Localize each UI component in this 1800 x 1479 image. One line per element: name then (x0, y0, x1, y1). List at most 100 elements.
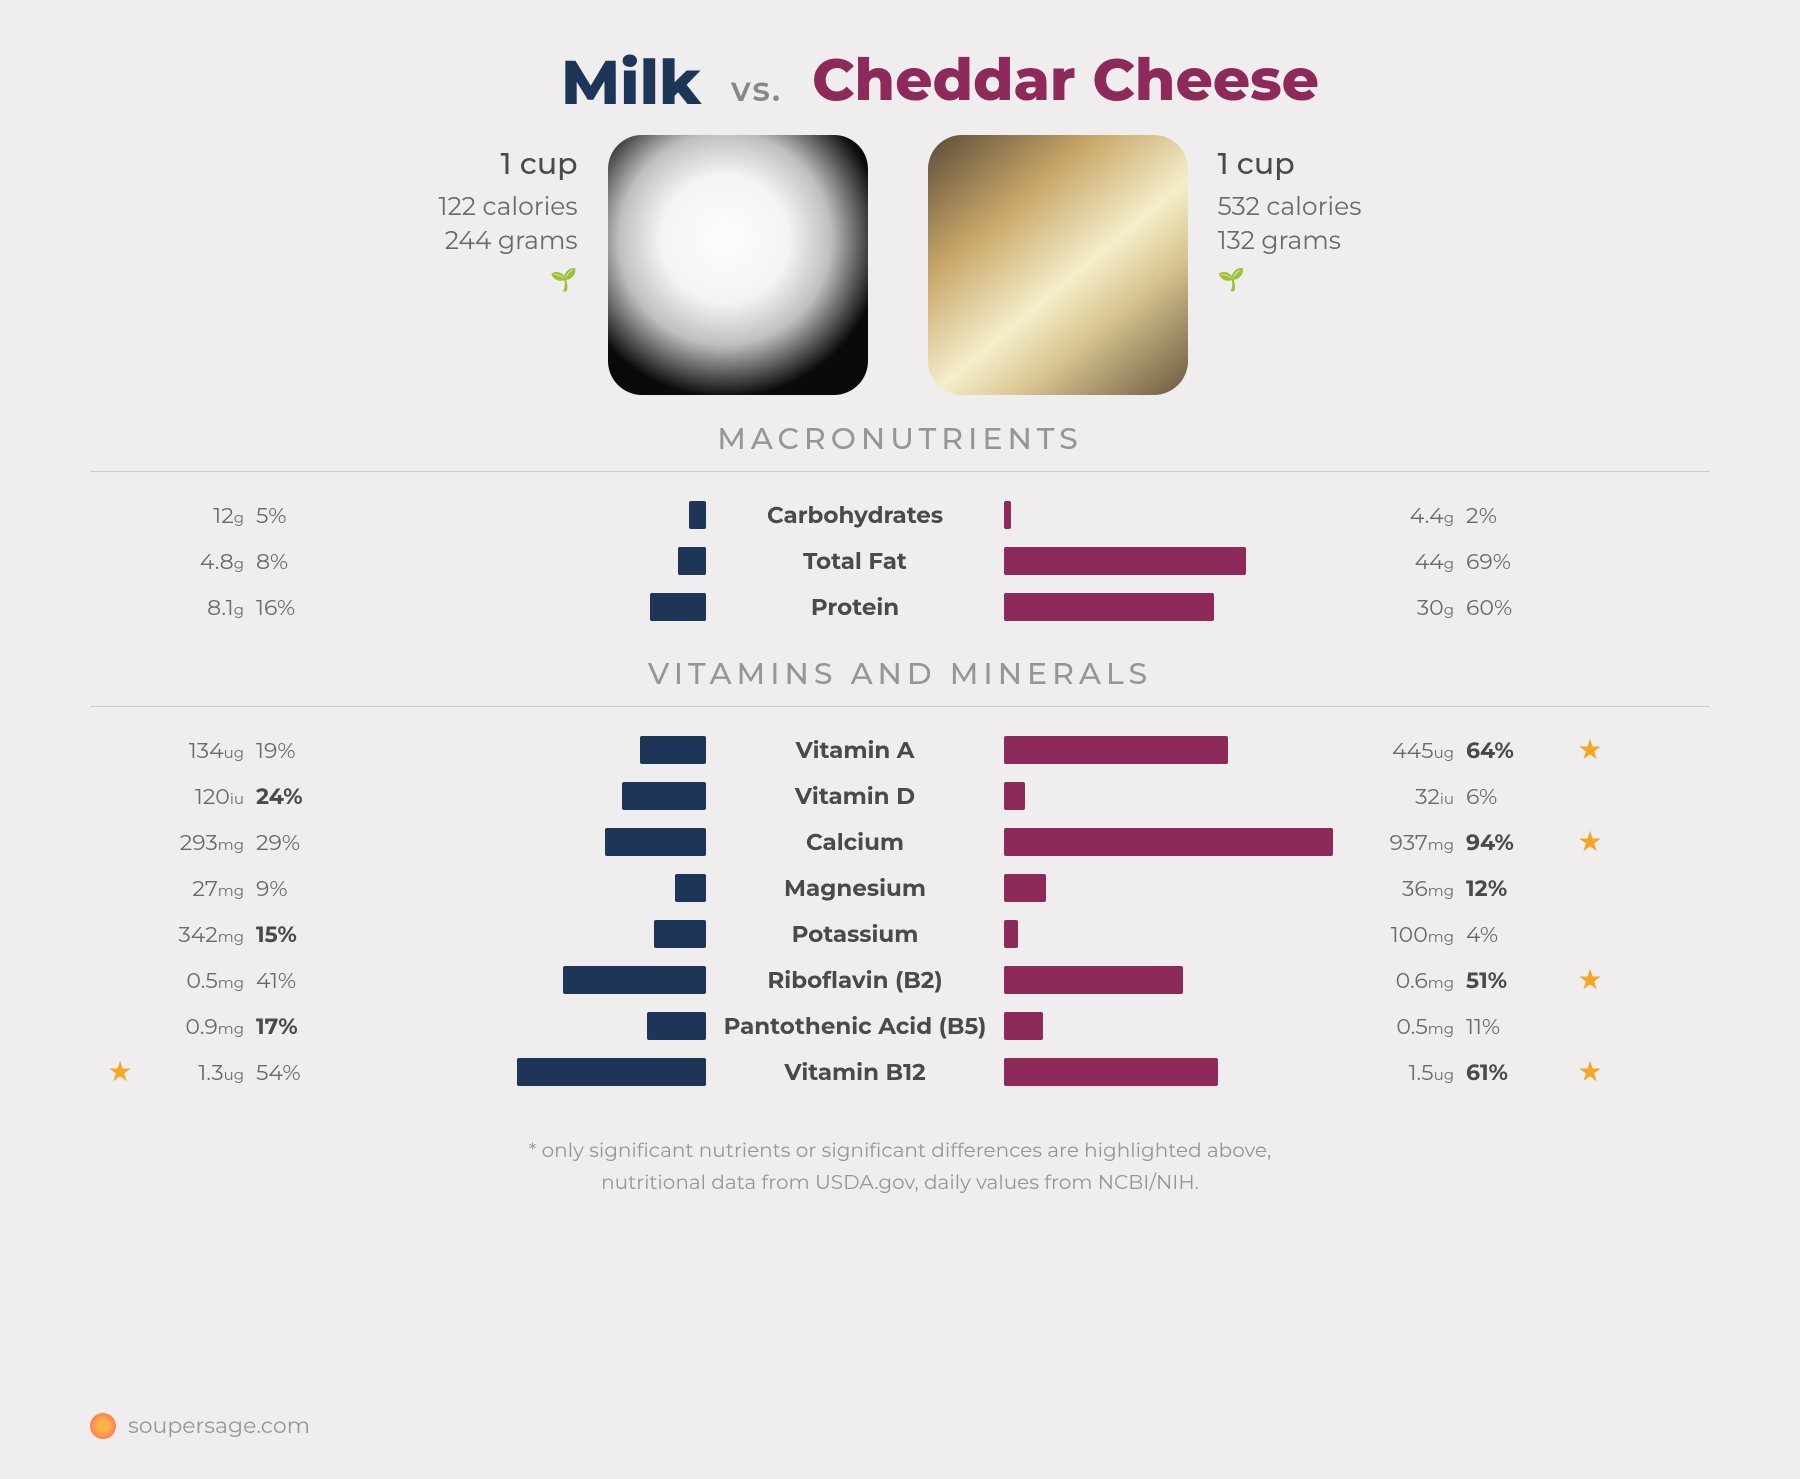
food-info-right: 1 cup 532 calories 132 grams 🌱 (1218, 135, 1362, 293)
nutrient-row: 12g5%Carbohydrates4.4g2% (90, 492, 1710, 538)
vitamins-chart: 134ug19%Vitamin A445ug64%★120iu24%Vitami… (90, 727, 1710, 1095)
bar-left (350, 874, 710, 902)
nutrient-row: 8.1g16%Protein30g60% (90, 584, 1710, 630)
bar-left (350, 966, 710, 994)
nutrient-label: Potassium (710, 920, 1000, 948)
footnote-line: * only significant nutrients or signific… (90, 1135, 1710, 1167)
percent-left: 15% (250, 921, 350, 948)
percent-left: 19% (250, 737, 350, 764)
amount-left: 0.9mg (150, 1013, 250, 1040)
comparison-title: Milk vs. Cheddar Cheese (90, 50, 1710, 115)
nutrient-label: Total Fat (710, 547, 1000, 575)
nutrient-row: 27mg9%Magnesium36mg12% (90, 865, 1710, 911)
percent-left: 41% (250, 967, 350, 994)
vs-separator: vs. (731, 68, 782, 110)
food-info-left: 1 cup 122 calories 244 grams 🌱 (439, 135, 578, 293)
percent-left: 24% (250, 783, 350, 810)
percent-left: 16% (250, 594, 350, 621)
percent-left: 29% (250, 829, 350, 856)
percent-right: 94% (1460, 829, 1560, 856)
amount-right: 4.4g (1360, 502, 1460, 529)
bar-right (1000, 547, 1360, 575)
food-image-left (608, 135, 868, 395)
food-title-left: Milk (481, 50, 701, 115)
vegetarian-icon: 🌱 (439, 266, 578, 293)
source-logo-icon (90, 1413, 116, 1439)
star-icon: ★ (1560, 733, 1620, 767)
nutrient-label: Magnesium (710, 874, 1000, 902)
amount-right: 0.6mg (1360, 967, 1460, 994)
amount-right: 937mg (1360, 829, 1460, 856)
nutrient-row: 120iu24%Vitamin D32iu6% (90, 773, 1710, 819)
nutrient-label: Carbohydrates (710, 501, 1000, 529)
nutrient-row: 134ug19%Vitamin A445ug64%★ (90, 727, 1710, 773)
percent-left: 54% (250, 1059, 350, 1086)
bar-left (350, 782, 710, 810)
bar-right (1000, 920, 1360, 948)
percent-right: 2% (1460, 502, 1560, 529)
source-attribution: soupersage.com (90, 1412, 310, 1439)
food-image-right (928, 135, 1188, 395)
macronutrient-chart: 12g5%Carbohydrates4.4g2%4.8g8%Total Fat4… (90, 492, 1710, 630)
amount-right: 0.5mg (1360, 1013, 1460, 1040)
bar-left (350, 1058, 710, 1086)
vegetarian-icon: 🌱 (1218, 266, 1362, 293)
percent-right: 4% (1460, 921, 1560, 948)
grams: 244 grams (439, 226, 578, 256)
bar-left (350, 593, 710, 621)
bar-right (1000, 593, 1360, 621)
amount-left: 4.8g (150, 548, 250, 575)
percent-right: 60% (1460, 594, 1560, 621)
nutrient-label: Vitamin B12 (710, 1058, 1000, 1086)
calories: 122 calories (439, 192, 578, 222)
bar-left (350, 1012, 710, 1040)
amount-right: 44g (1360, 548, 1460, 575)
amount-right: 36mg (1360, 875, 1460, 902)
amount-left: 0.5mg (150, 967, 250, 994)
bar-right (1000, 828, 1360, 856)
bar-left (350, 736, 710, 764)
nutrient-label: Calcium (710, 828, 1000, 856)
source-text: soupersage.com (128, 1412, 310, 1439)
section-title-macros: MACRONUTRIENTS (90, 420, 1710, 457)
serving-size: 1 cup (1218, 145, 1362, 182)
percent-left: 17% (250, 1013, 350, 1040)
amount-left: 342mg (150, 921, 250, 948)
percent-right: 51% (1460, 967, 1560, 994)
food-summary-row: 1 cup 122 calories 244 grams 🌱 1 cup 532… (90, 135, 1710, 395)
star-icon: ★ (1560, 1055, 1620, 1089)
amount-left: 8.1g (150, 594, 250, 621)
bar-left (350, 920, 710, 948)
bar-right (1000, 782, 1360, 810)
percent-left: 5% (250, 502, 350, 529)
serving-size: 1 cup (439, 145, 578, 182)
nutrient-row: 0.9mg17%Pantothenic Acid (B5)0.5mg11% (90, 1003, 1710, 1049)
amount-left: 27mg (150, 875, 250, 902)
bar-right (1000, 1058, 1360, 1086)
star-icon: ★ (1560, 825, 1620, 859)
calories: 532 calories (1218, 192, 1362, 222)
nutrient-row: 4.8g8% Total Fat 44g69% (90, 538, 1710, 584)
food-block-right: 1 cup 532 calories 132 grams 🌱 (928, 135, 1362, 395)
divider (90, 706, 1710, 707)
percent-right: 69% (1460, 548, 1560, 575)
percent-left: 9% (250, 875, 350, 902)
bar-right (1000, 736, 1360, 764)
percent-right: 64% (1460, 737, 1560, 764)
amount-right: 445ug (1360, 737, 1460, 764)
footnote: * only significant nutrients or signific… (90, 1135, 1710, 1199)
percent-left: 8% (250, 548, 350, 575)
nutrient-label: Vitamin A (710, 736, 1000, 764)
nutrient-label: Vitamin D (710, 782, 1000, 810)
percent-right: 6% (1460, 783, 1560, 810)
amount-left: 293mg (150, 829, 250, 856)
food-block-left: 1 cup 122 calories 244 grams 🌱 (439, 135, 868, 395)
nutrient-row: 293mg29% Calcium 937mg94%★ (90, 819, 1710, 865)
amount-left: 120iu (150, 783, 250, 810)
nutrient-label: Pantothenic Acid (B5) (710, 1012, 1000, 1040)
bar-right (1000, 501, 1360, 529)
star-icon: ★ (1560, 963, 1620, 997)
food-title-right: Cheddar Cheese (812, 50, 1319, 111)
amount-right: 100mg (1360, 921, 1460, 948)
divider (90, 471, 1710, 472)
